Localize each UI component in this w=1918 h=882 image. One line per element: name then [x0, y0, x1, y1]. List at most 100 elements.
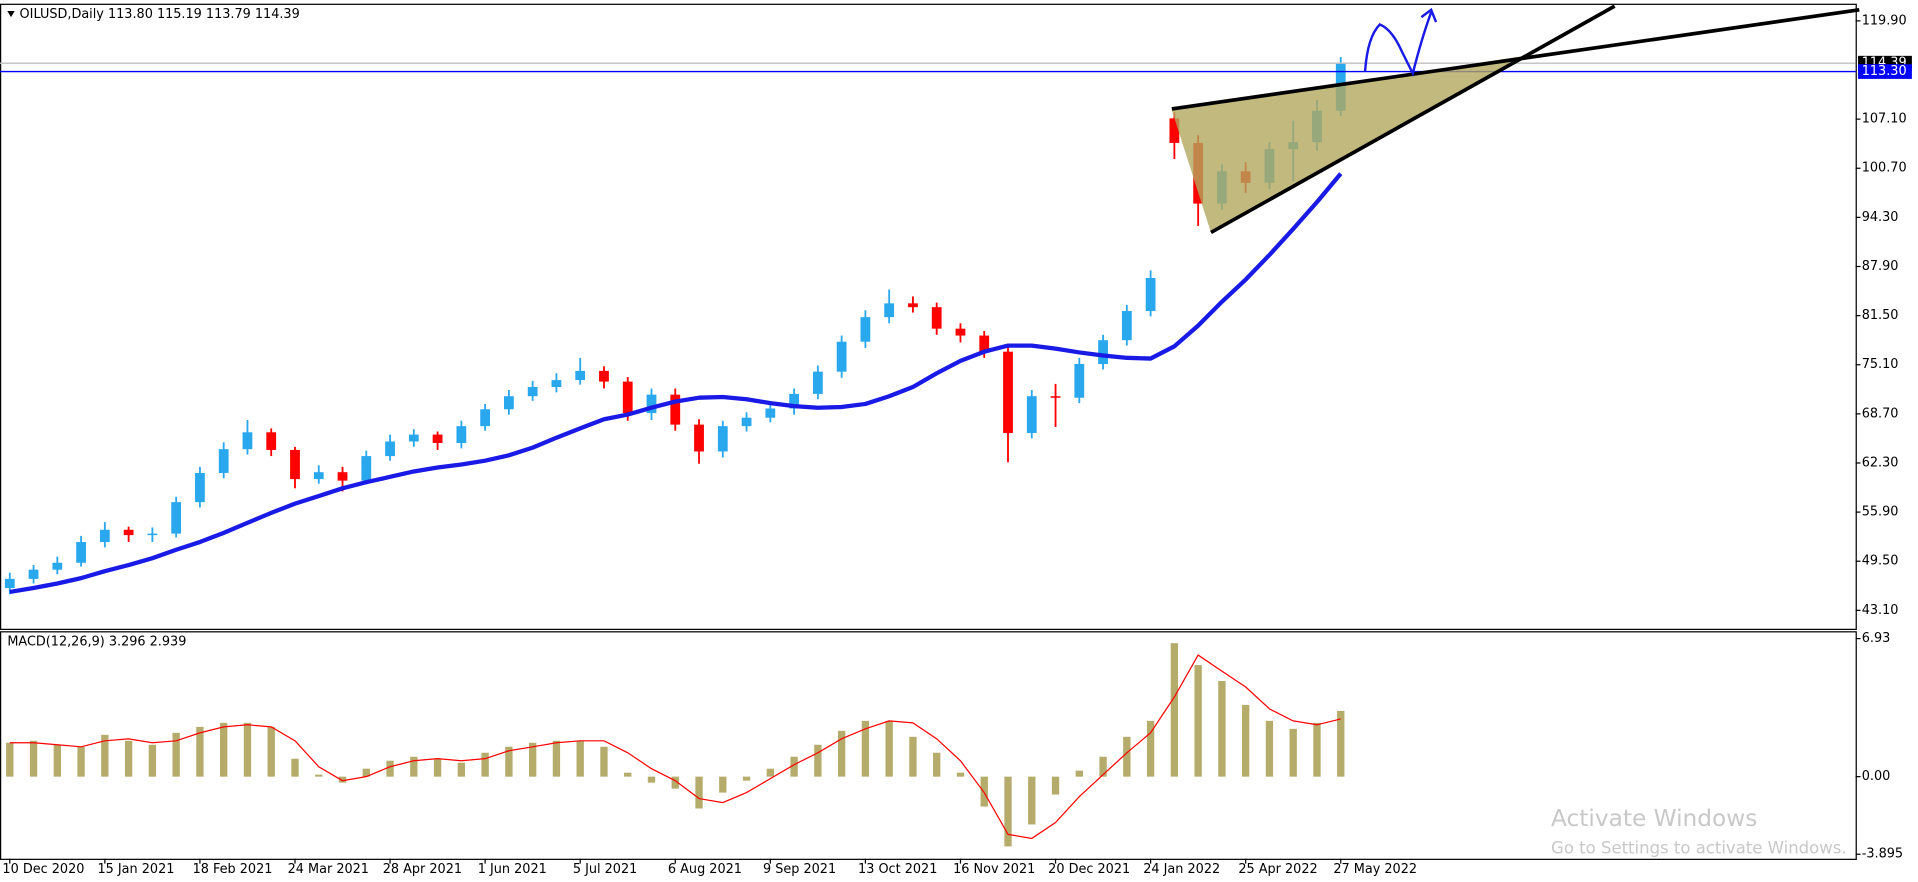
candle-body	[741, 417, 752, 427]
macd-bar	[505, 746, 513, 777]
macd-bar	[885, 720, 893, 777]
candle-body	[408, 434, 419, 442]
macd-bar	[410, 756, 418, 777]
macd-bar	[101, 734, 109, 777]
y-tick-label: 75.10	[1862, 357, 1899, 372]
trend-line	[1171, 8, 1860, 111]
macd-bar	[1218, 681, 1226, 777]
macd-bar	[1146, 720, 1155, 777]
candle-body	[28, 569, 39, 579]
x-tick-label: 13 Oct 2021	[858, 862, 937, 877]
price-label-box	[1858, 64, 1912, 79]
y-tick-label: 6.93	[1862, 631, 1891, 646]
x-tick-label: 10 Dec 2020	[2, 862, 84, 877]
price-label: 113.30	[1862, 64, 1907, 79]
candle-body	[979, 335, 990, 352]
x-tick-label: 9 Sep 2021	[763, 862, 836, 877]
macd-bar	[1170, 643, 1179, 777]
y-tick-label: 62.30	[1862, 455, 1899, 470]
candle-body	[147, 533, 158, 536]
macd-bar	[1028, 776, 1036, 825]
y-tick-label: -3.895	[1862, 847, 1903, 862]
macd-bar	[861, 720, 870, 777]
watermark-subtitle: Go to Settings to activate Windows.	[1551, 838, 1847, 857]
macd-bar	[1051, 776, 1060, 795]
macd-bar	[1337, 710, 1345, 777]
macd-bar	[956, 772, 965, 777]
y-tick-label: 49.50	[1862, 554, 1899, 569]
candle-body	[337, 472, 348, 481]
macd-bar	[528, 742, 537, 777]
y-tick-label: 81.50	[1862, 308, 1899, 323]
macd-bar	[53, 744, 61, 777]
x-tick-label: 28 Apr 2021	[383, 862, 462, 877]
macd-panel	[0, 631, 1857, 860]
macd-bar	[1242, 704, 1250, 777]
candle-body	[1121, 311, 1132, 341]
macd-bar	[124, 740, 133, 777]
candle-body	[670, 394, 681, 425]
candle-body	[361, 456, 372, 481]
macd-bar	[695, 776, 703, 809]
candle-body	[694, 424, 704, 452]
macd-bar	[624, 772, 632, 777]
candle-body	[195, 472, 205, 503]
x-tick-label: 20 Dec 2021	[1048, 862, 1130, 877]
macd-bar	[1004, 776, 1012, 847]
price-panel	[0, 3, 1857, 630]
candle-body	[218, 449, 229, 473]
candle-body	[1026, 396, 1037, 434]
moving-average	[9, 172, 1343, 595]
x-tick-label: 16 Nov 2021	[953, 862, 1035, 877]
candle-body	[646, 394, 657, 414]
macd-title: MACD(12,26,9) 3.296 2.939	[7, 635, 186, 650]
candle-body	[171, 502, 182, 534]
x-tick-label: 15 Jan 2021	[98, 862, 175, 877]
macd-bar	[220, 722, 228, 777]
macd-bar	[481, 752, 489, 777]
macd-bar	[267, 726, 275, 777]
candle-body	[266, 432, 277, 450]
macd-bar	[647, 776, 656, 783]
x-tick-label: 5 Jul 2021	[573, 862, 637, 877]
watermark-title: Activate Windows	[1551, 805, 1757, 832]
macd-bar	[909, 736, 917, 777]
macd-bar	[243, 722, 252, 777]
candle-body	[717, 426, 728, 452]
macd-bar	[1194, 665, 1202, 777]
macd-bar	[719, 776, 727, 793]
macd-bar	[837, 730, 846, 777]
candle-body	[52, 562, 63, 570]
candle-body	[313, 472, 324, 480]
drawings	[1171, 4, 1860, 235]
x-tick-label: 25 Apr 2022	[1238, 862, 1317, 877]
candle-body	[955, 328, 966, 336]
candle-body	[99, 529, 110, 543]
candle-body	[884, 303, 895, 318]
y-tick-label: 55.90	[1862, 505, 1899, 520]
candle-body	[480, 409, 491, 427]
macd-bar	[386, 760, 394, 777]
macd-bar	[1313, 722, 1321, 777]
candle-body	[242, 432, 253, 450]
macd-bar	[148, 744, 157, 777]
macd-bar	[600, 746, 608, 777]
y-tick-label: 107.10	[1862, 112, 1907, 127]
candle-body	[432, 434, 443, 444]
candle-body	[789, 393, 799, 409]
macd-bar	[933, 752, 941, 777]
macd-bar	[1123, 736, 1131, 777]
candle-body	[4, 578, 15, 589]
macd-bar	[814, 744, 822, 777]
x-tick-label: 24 Mar 2021	[288, 862, 369, 877]
hand-drawn-arrow	[1363, 7, 1438, 77]
candle-body	[527, 386, 538, 397]
candle-body	[1003, 351, 1013, 434]
candle-body	[385, 441, 395, 457]
collapse-icon	[7, 11, 15, 18]
macd-bar	[338, 776, 347, 783]
y-tick-label: 87.90	[1862, 259, 1899, 274]
macd-bar	[671, 776, 679, 789]
candle-body	[504, 396, 514, 410]
